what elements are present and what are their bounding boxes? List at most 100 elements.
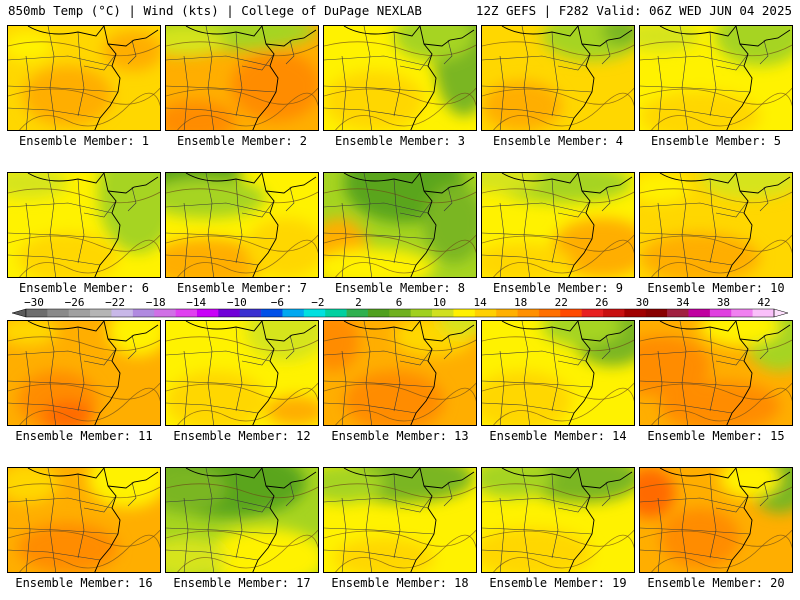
colorbar-min-arrow (11, 308, 27, 318)
state-border (482, 202, 587, 214)
colorbar-tick-label: 42 (757, 297, 770, 309)
isotherm-contour (651, 92, 792, 130)
ensemble-map (165, 467, 319, 573)
isotherm-contour (8, 41, 160, 57)
state-border (285, 39, 295, 65)
state-border (557, 200, 591, 218)
coastline (252, 468, 279, 572)
temperature-map (166, 321, 318, 425)
isotherm-contour (8, 234, 160, 252)
state-border (166, 549, 259, 561)
state-border (709, 178, 717, 264)
state-border (241, 53, 275, 71)
ensemble-map (481, 25, 635, 131)
state-border (443, 39, 453, 65)
ensemble-map (639, 320, 793, 426)
state-border (759, 39, 769, 65)
ensemble-member-label: Ensemble Member: 15 (647, 429, 785, 443)
state-border (127, 39, 137, 65)
state-border (127, 481, 137, 507)
state-border (482, 497, 587, 509)
isotherm-contour (482, 382, 634, 400)
state-border (482, 85, 593, 93)
colorbar-tick-label: 30 (636, 297, 649, 309)
temperature-map (482, 321, 634, 425)
color-scale-graphic: −30 −26 −22 −18 −14 −10 −6 −2 2 6 10 14 18 22 26 30 34 38… (11, 296, 789, 318)
state-border (285, 334, 295, 360)
state-border (25, 497, 31, 572)
temperature-map (166, 468, 318, 572)
coastline (185, 26, 263, 37)
temperature-shading (324, 71, 424, 130)
state-border (341, 350, 347, 425)
state-border (341, 202, 347, 277)
state-border (324, 254, 417, 266)
colorbar-swatch (731, 309, 753, 317)
temperature-map (324, 468, 476, 572)
ensemble-member-label: Ensemble Member: 6 (18, 281, 150, 295)
state-border (324, 350, 429, 362)
state-border (759, 481, 769, 507)
colorbar-swatch (752, 309, 775, 317)
colorbar-tick-label: −18 (146, 297, 166, 309)
coastline (659, 173, 737, 184)
colorbar-swatch (667, 309, 689, 317)
coastline (739, 471, 791, 489)
colorbar-swatch (432, 309, 454, 317)
state-border (166, 350, 271, 362)
ensemble-member-label: Ensemble Member: 14 (489, 429, 627, 443)
temperature-shading (103, 31, 160, 71)
temperature-shading (344, 371, 444, 425)
state-border (601, 481, 611, 507)
temperature-map (640, 468, 792, 572)
colorbar-swatch (603, 309, 625, 317)
state-border (363, 321, 373, 425)
state-border (241, 200, 275, 218)
state-border (759, 334, 769, 360)
state-border (399, 200, 433, 218)
state-border (324, 107, 417, 119)
state-border (324, 55, 429, 67)
colorbar-swatch (68, 309, 91, 317)
colorbar-swatch (709, 309, 732, 317)
temperature-shading (640, 468, 675, 518)
state-border (399, 348, 433, 366)
state-border (235, 326, 243, 412)
color-scale-bar: −30 −26 −22 −18 −14 −10 −6 −2 2 6 10 14 18 22 26 30 34 38… (11, 296, 789, 321)
coastline (568, 468, 595, 572)
colorbar-swatch (325, 309, 347, 317)
temperature-map (324, 321, 476, 425)
temperature-shading (206, 528, 318, 572)
colorbar-swatch (346, 309, 369, 317)
temperature-map (482, 468, 634, 572)
isotherm-contour (166, 87, 318, 105)
temperature-shading (324, 321, 359, 371)
colorbar-swatch (560, 309, 582, 317)
temperature-shading (246, 218, 318, 277)
coastline (581, 176, 633, 194)
temperature-shading (324, 248, 434, 277)
state-border (25, 202, 31, 277)
coastline (94, 26, 121, 130)
state-border (8, 232, 119, 240)
isotherm-contour (19, 534, 160, 572)
state-border (551, 178, 559, 264)
colorbar-max-arrow (773, 308, 789, 318)
state-border (499, 202, 505, 277)
ensemble-map (639, 25, 793, 131)
isotherm-contour (166, 336, 318, 352)
coastline (568, 321, 595, 425)
colorbar-tick-label: −30 (24, 297, 44, 309)
temperature-shading (8, 468, 58, 503)
ensemble-member-label: Ensemble Member: 8 (334, 281, 466, 295)
state-border (166, 527, 277, 535)
state-border (657, 497, 663, 572)
state-border (482, 254, 575, 266)
ensemble-map (639, 467, 793, 573)
isotherm-contour (640, 188, 792, 204)
state-border (285, 481, 295, 507)
isotherm-contour (640, 382, 792, 400)
state-border (482, 549, 575, 561)
colorbar-swatch (367, 309, 390, 317)
ensemble-member-label: Ensemble Member: 7 (176, 281, 308, 295)
